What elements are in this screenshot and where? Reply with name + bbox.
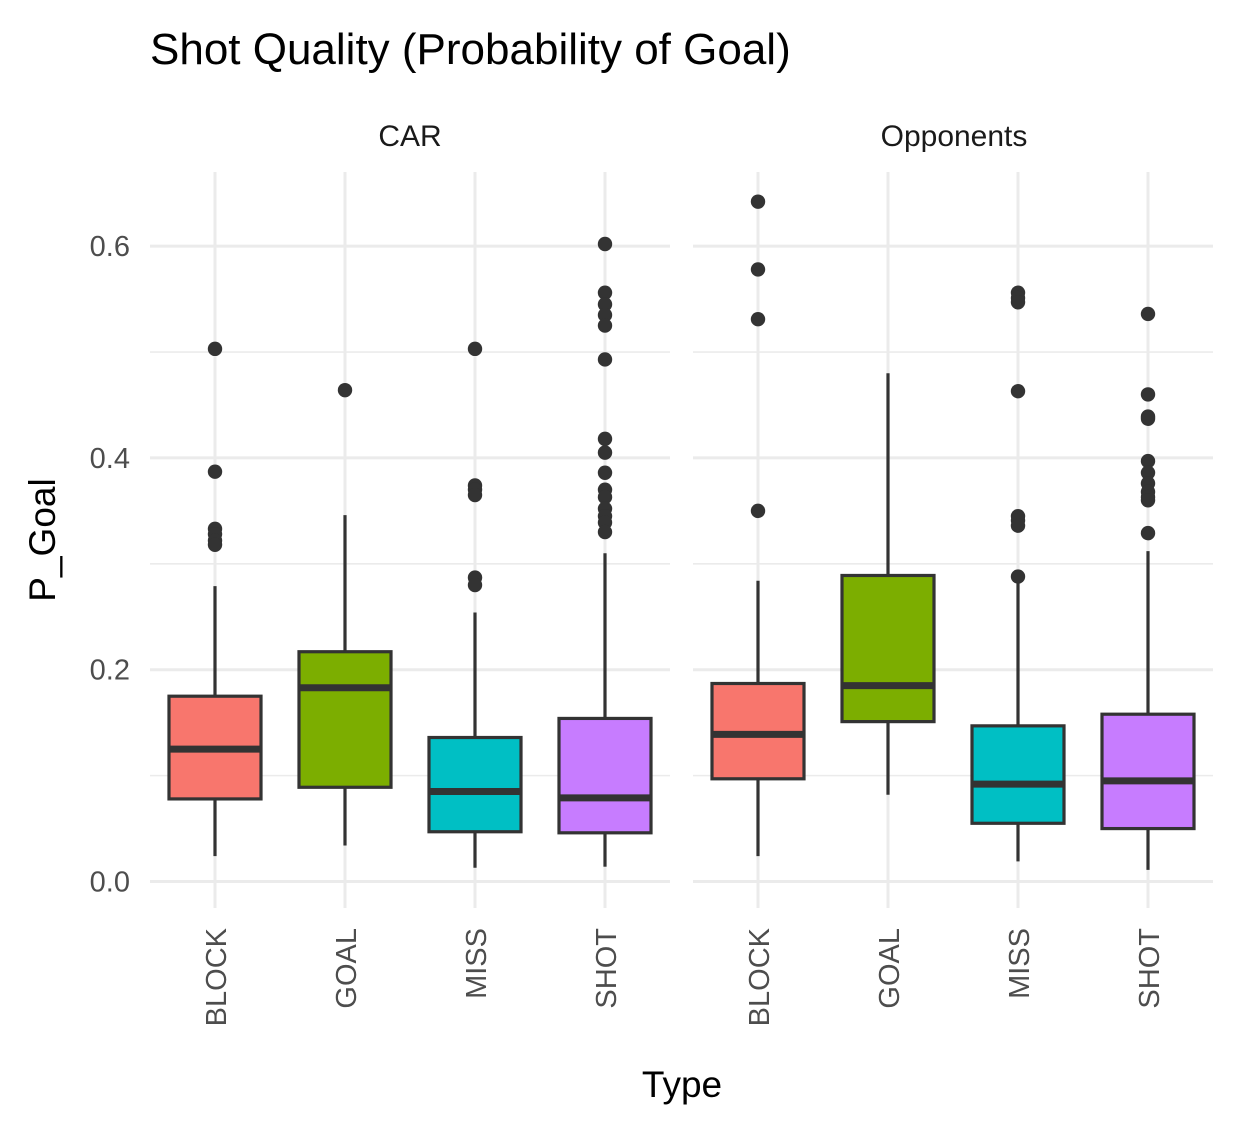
panel-strip-label-car: CAR	[378, 120, 441, 153]
outlier-point	[1140, 493, 1156, 508]
outlier-point	[1140, 387, 1156, 402]
x-tick-label: SHOT	[591, 928, 623, 1009]
outlier-point	[207, 537, 223, 552]
outlier-point	[597, 431, 613, 447]
outlier-point	[597, 307, 613, 323]
box-iqr	[840, 573, 936, 724]
chart-title: Shot Quality (Probability of Goal)	[150, 25, 791, 74]
outlier-point	[597, 489, 613, 505]
box-block	[167, 341, 263, 857]
outlier-point	[750, 194, 766, 209]
x-tick-label: BLOCK	[201, 927, 233, 1026]
box-iqr	[1100, 712, 1196, 831]
outlier-point	[597, 352, 613, 367]
outlier-point	[1140, 411, 1156, 426]
y-tick-label: 0.4	[90, 443, 130, 475]
box-iqr	[427, 735, 523, 834]
outlier-point	[1140, 306, 1156, 322]
outlier-point	[597, 465, 613, 480]
box-iqr	[297, 650, 393, 789]
panel-car: CAR BLOCK GOAL MISS SHOT	[150, 120, 670, 1026]
outlier-point	[750, 503, 766, 519]
outlier-point	[597, 236, 613, 252]
outlier-point	[597, 445, 613, 460]
box-goal	[297, 382, 393, 846]
box-iqr	[557, 716, 653, 835]
outlier-point	[1010, 569, 1026, 584]
y-axis: 0.0 0.2 0.4 0.6	[90, 231, 130, 898]
box-iqr	[970, 724, 1066, 825]
outlier-point	[750, 312, 766, 327]
box-miss	[970, 285, 1066, 862]
outlier-point	[1010, 295, 1026, 310]
box-shot	[1100, 306, 1196, 870]
outlier-point	[750, 262, 766, 277]
box-goal	[840, 373, 936, 795]
x-tick-label: GOAL	[331, 928, 363, 1009]
x-tick-label: MISS	[461, 928, 493, 999]
box-block	[710, 194, 806, 857]
outlier-point	[1140, 465, 1156, 480]
outlier-point	[337, 382, 353, 398]
x-tick-label: MISS	[1004, 928, 1036, 999]
x-axis-title: Type	[642, 1064, 722, 1105]
outlier-point	[1010, 518, 1026, 533]
outlier-point	[207, 464, 223, 479]
panel-opponents: Opponents BLOCK GOAL MISS SHOT	[693, 120, 1213, 1026]
outlier-point	[1010, 384, 1026, 399]
y-axis-title: P_Goal	[22, 478, 63, 601]
outlier-point	[207, 341, 223, 357]
x-tick-label: BLOCK	[744, 927, 776, 1026]
x-tick-label: GOAL	[874, 928, 906, 1009]
outlier-point	[597, 318, 613, 333]
outlier-point	[597, 285, 613, 300]
box-shot	[557, 236, 653, 867]
outlier-point	[467, 341, 483, 357]
outlier-point	[467, 487, 483, 503]
outlier-point	[597, 524, 613, 540]
outlier-point	[1140, 453, 1156, 469]
x-tick-label: SHOT	[1134, 928, 1166, 1009]
y-tick-label: 0.0	[90, 867, 130, 899]
y-tick-label: 0.2	[90, 655, 130, 687]
outlier-point	[1140, 525, 1156, 541]
box-miss	[427, 341, 523, 868]
outlier-point	[467, 577, 483, 593]
panel-strip-label-opponents: Opponents	[881, 120, 1028, 153]
y-tick-label: 0.6	[90, 231, 130, 263]
outlier-point	[597, 297, 613, 312]
